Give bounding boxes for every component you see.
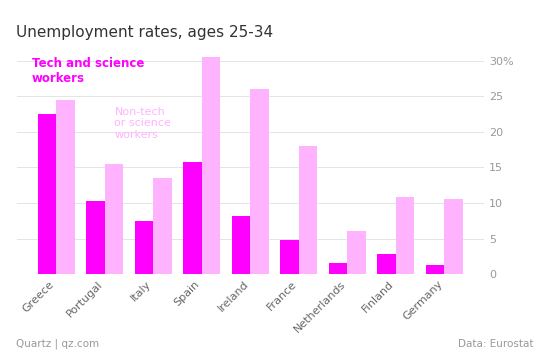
Bar [183,162,202,274]
Bar [329,263,347,274]
Bar [202,57,220,274]
Text: Quartz | qz.com: Quartz | qz.com [16,339,100,349]
Bar [86,201,104,274]
Text: Data: Eurostat: Data: Eurostat [458,339,534,349]
Bar [135,221,153,274]
Bar [56,100,75,274]
Bar [38,114,56,274]
Bar [444,199,463,274]
Bar [153,178,172,274]
Bar [232,216,250,274]
Bar [299,146,317,274]
Bar [426,265,444,274]
Text: Unemployment rates, ages 25-34: Unemployment rates, ages 25-34 [16,25,274,40]
Text: Tech and science
workers: Tech and science workers [32,57,144,85]
Bar [347,231,366,274]
Text: Non-tech
or science
workers: Non-tech or science workers [114,107,171,140]
Bar [104,164,123,274]
Bar [250,89,269,274]
Bar [280,240,299,274]
Bar [377,254,396,274]
Bar [396,197,414,274]
